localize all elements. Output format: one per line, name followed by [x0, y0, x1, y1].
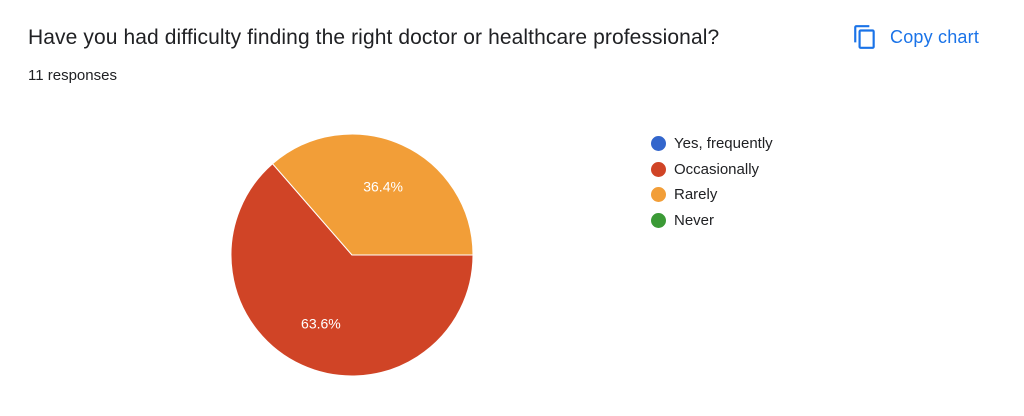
pie-label-rarely: 36.4% — [363, 179, 403, 195]
pie-slice-rarely[interactable] — [271, 133, 474, 256]
copy-chart-button[interactable]: Copy chart — [848, 20, 983, 54]
copy-chart-label: Copy chart — [890, 26, 980, 47]
legend-swatch — [651, 136, 666, 152]
legend-label: Yes, frequently — [674, 135, 773, 153]
legend-swatch — [651, 161, 666, 177]
pie-label-occasionally: 63.6% — [301, 315, 341, 331]
legend-item[interactable]: Yes, frequently — [651, 131, 773, 157]
legend-label: Never — [674, 211, 715, 229]
pie-chart: 63.6% 36.4% — [230, 133, 474, 377]
chart-title: Have you had difficulty finding the righ… — [28, 26, 720, 49]
chart-legend: Yes, frequently Occasionally Rarely Never — [651, 131, 773, 233]
legend-item[interactable]: Occasionally — [651, 157, 773, 183]
legend-item[interactable]: Rarely — [651, 182, 773, 208]
pie-slice-occasionally[interactable] — [230, 163, 474, 377]
legend-swatch — [651, 212, 666, 228]
copy-icon — [854, 25, 875, 49]
legend-label: Occasionally — [674, 160, 760, 178]
legend-swatch — [651, 187, 666, 203]
response-count: 11 responses — [28, 67, 117, 84]
legend-label: Rarely — [674, 186, 718, 204]
legend-item[interactable]: Never — [651, 208, 773, 234]
